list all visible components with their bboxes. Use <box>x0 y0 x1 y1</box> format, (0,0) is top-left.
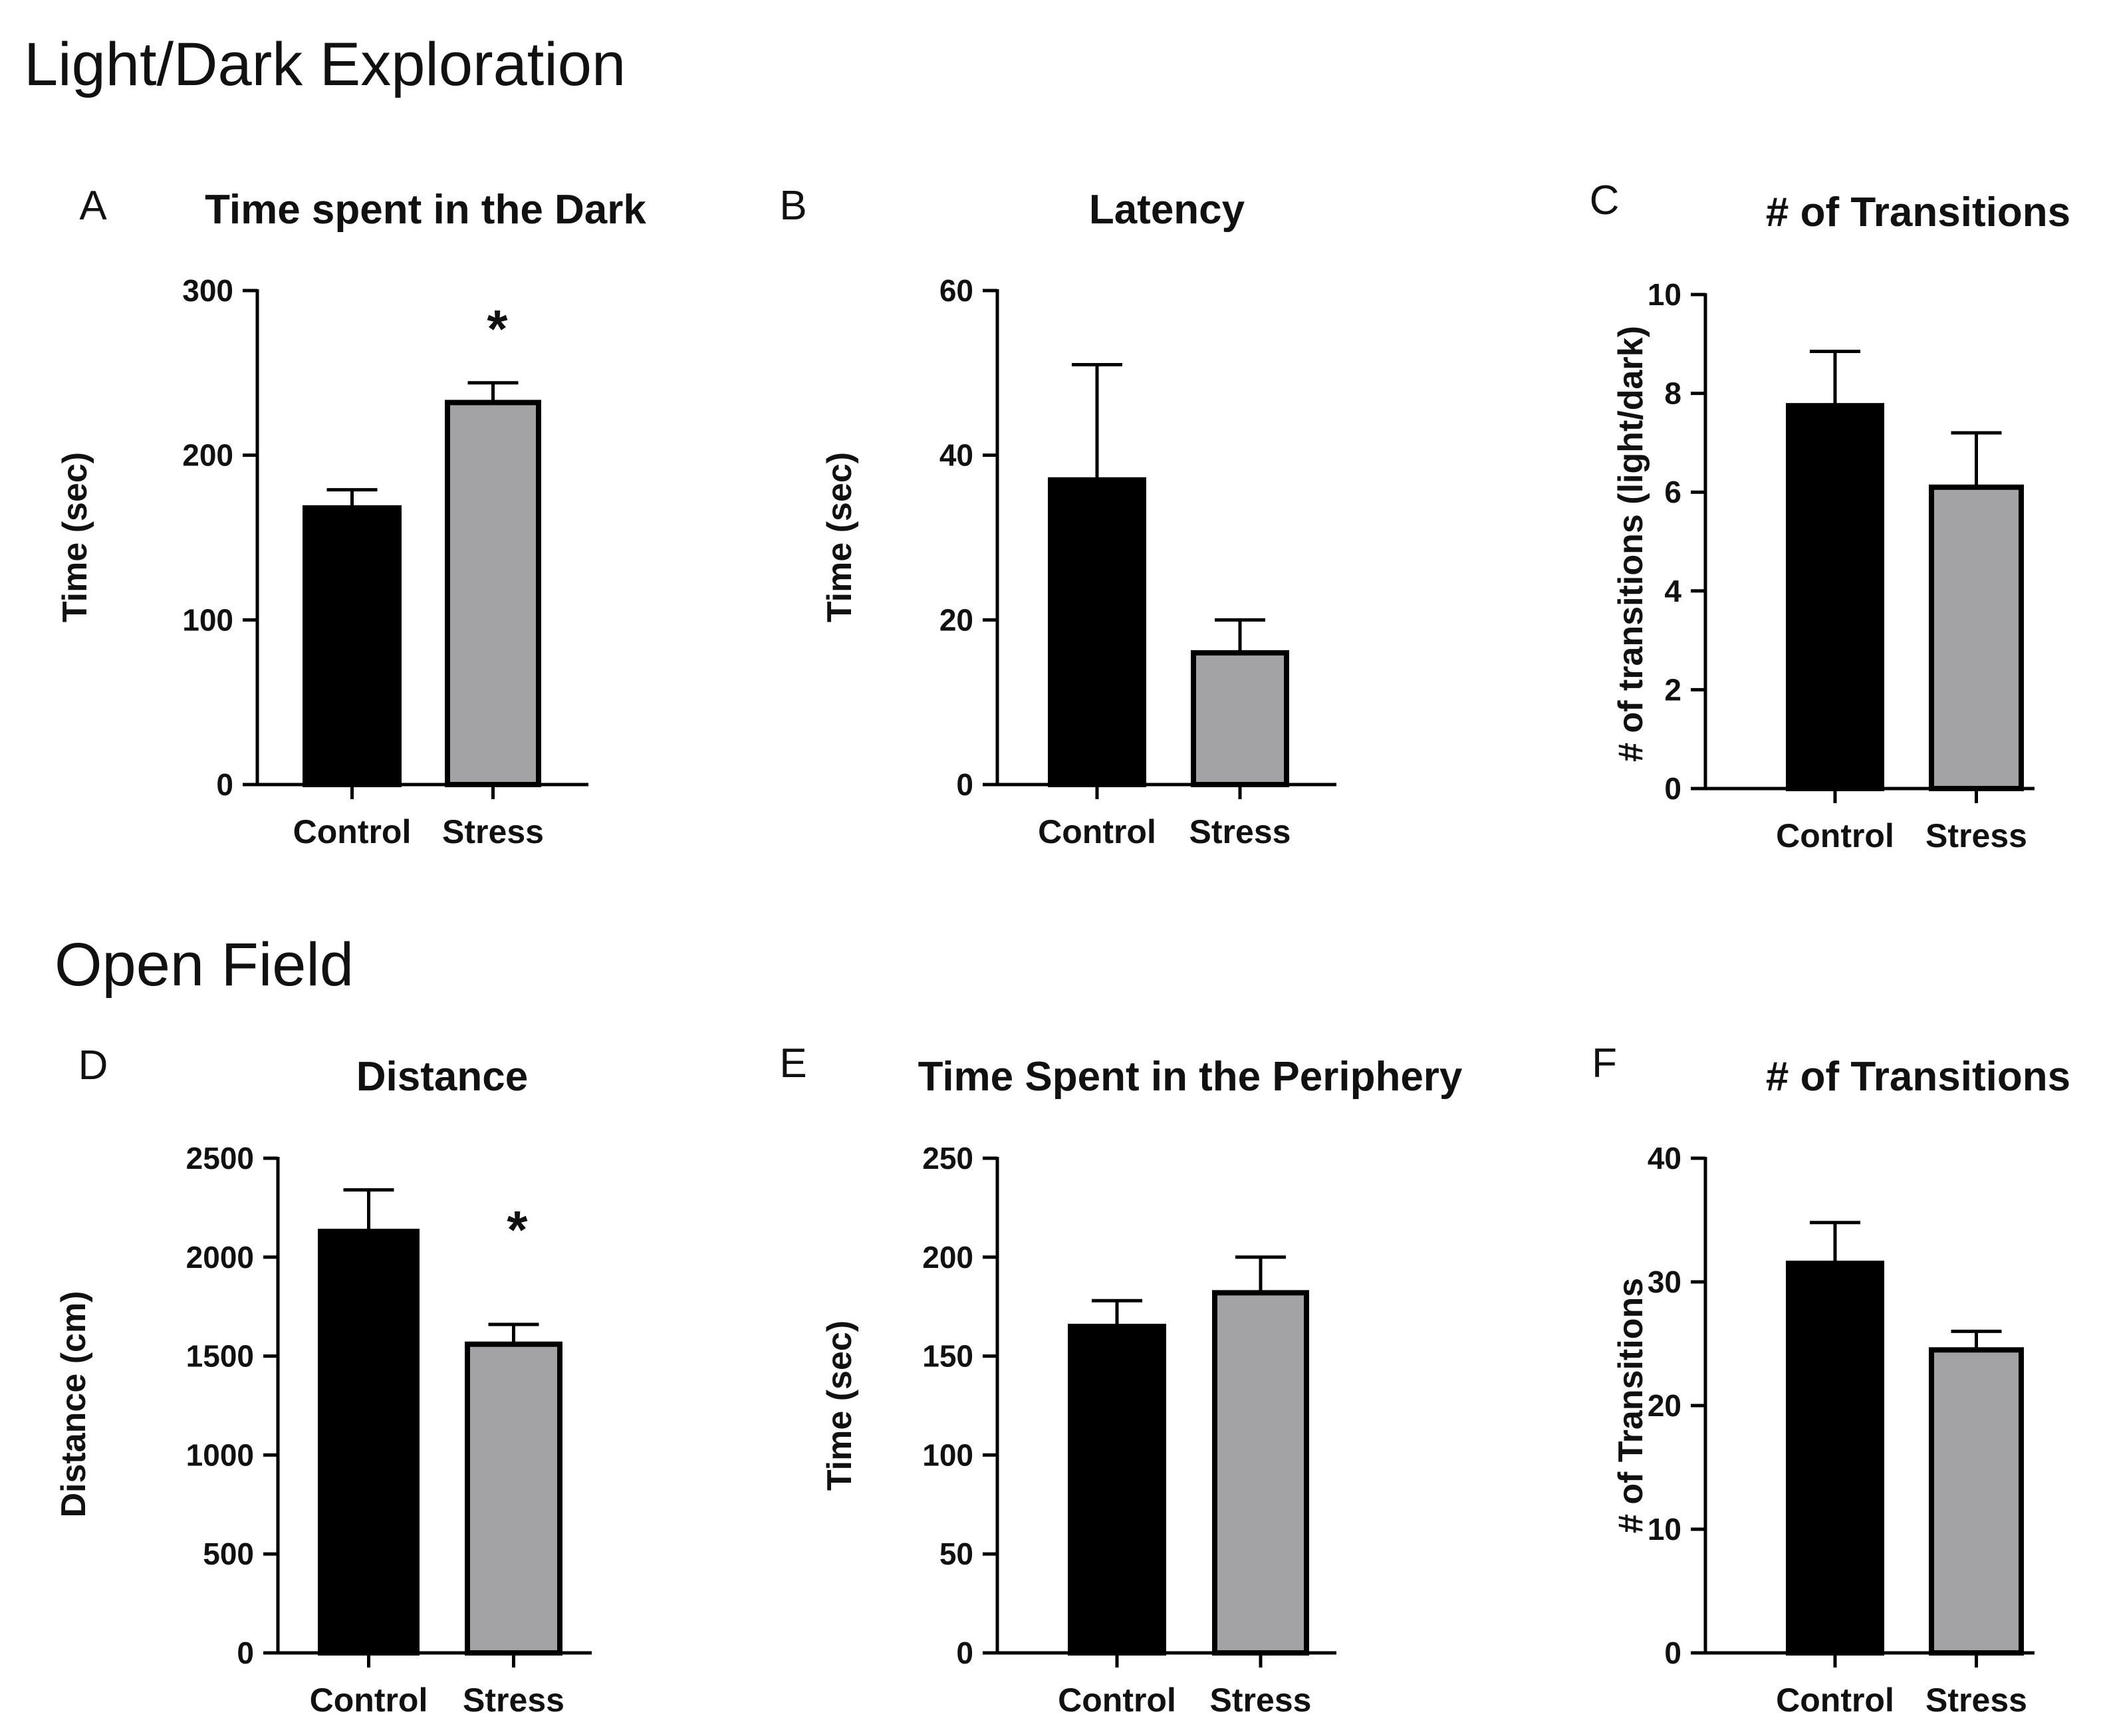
y-tick-label-f-30: 30 <box>1648 1265 1681 1299</box>
significance-star-d: * <box>507 1200 528 1259</box>
panel-letter-c: C <box>1590 178 1620 223</box>
x-tick-label-b-stress: Stress <box>1189 813 1291 850</box>
y-tick-label-e-0: 0 <box>956 1636 973 1670</box>
panel-letter-f: F <box>1592 1041 1617 1086</box>
bar-f-stress <box>1929 1347 2024 1656</box>
y-tick-label-c-0: 0 <box>1664 771 1681 806</box>
y-tick-label-a-200: 200 <box>182 438 233 473</box>
panel-title-d: Distance <box>356 1054 528 1100</box>
panel-title-b: Latency <box>1089 187 1245 233</box>
y-axis-label-d: Distance (cm) <box>55 1291 93 1518</box>
x-tick-label-f-stress: Stress <box>1925 1681 2027 1719</box>
x-tick-label-b-control: Control <box>1038 813 1156 850</box>
section-title-light-dark: Light/Dark Exploration <box>24 31 626 98</box>
panel-a: A Time spent in the Dark Time (sec) Control… <box>56 183 646 850</box>
y-tick-label-f-20: 20 <box>1648 1388 1681 1423</box>
y-tick-label-d-1500: 1500 <box>186 1339 254 1374</box>
panel-letter-a: A <box>79 183 107 229</box>
panel-title-f: # of Transitions <box>1766 1054 2070 1100</box>
bar-b-control <box>1048 477 1146 787</box>
panel-letter-b: B <box>779 183 806 229</box>
y-tick-label-d-2500: 2500 <box>186 1141 254 1176</box>
y-axis-label-c: # of transitions (light/dark) <box>1612 326 1650 762</box>
y-tick-label-e-50: 50 <box>939 1537 973 1571</box>
bar-e-stress <box>1212 1290 1309 1656</box>
bar-a-control <box>303 505 402 787</box>
y-tick-label-e-200: 200 <box>922 1240 973 1275</box>
y-tick-label-b-20: 20 <box>939 602 973 637</box>
y-tick-label-d-1000: 1000 <box>186 1437 254 1472</box>
x-tick-label-c-control: Control <box>1776 817 1894 854</box>
bar-f-control <box>1786 1261 1884 1656</box>
y-tick-label-c-4: 4 <box>1664 574 1681 608</box>
x-tick-label-e-control: Control <box>1058 1681 1176 1719</box>
bar-c-control <box>1786 403 1884 791</box>
y-tick-label-c-6: 6 <box>1664 475 1681 509</box>
y-axis-label-a: Time (sec) <box>56 452 94 622</box>
panel-title-a: Time spent in the Dark <box>205 187 646 233</box>
y-tick-label-c-10: 10 <box>1648 277 1681 312</box>
section-title-open-field: Open Field <box>55 931 354 999</box>
y-tick-label-e-250: 250 <box>922 1141 973 1176</box>
panel-b: B Latency Time (sec) Control Stress 0 20 40 60 <box>779 183 1336 850</box>
x-tick-label-a-stress: Stress <box>442 813 544 850</box>
y-axis-label-b: Time (sec) <box>820 452 859 622</box>
chart-panels: A Time spent in the Dark Time (sec) Control… <box>55 178 2070 1719</box>
panel-title-c: # of Transitions <box>1766 189 2070 235</box>
significance-star-a: * <box>487 299 508 358</box>
x-tick-label-d-stress: Stress <box>463 1681 564 1719</box>
y-axis-label-e: Time (sec) <box>820 1320 859 1491</box>
y-tick-label-b-60: 60 <box>939 273 973 308</box>
x-tick-label-c-stress: Stress <box>1925 817 2027 854</box>
x-tick-label-d-control: Control <box>310 1681 428 1719</box>
x-tick-label-a-control: Control <box>293 813 412 850</box>
panel-title-e: Time Spent in the Periphery <box>918 1054 1463 1100</box>
bar-d-control <box>318 1229 420 1656</box>
bar-b-stress <box>1191 650 1289 787</box>
y-tick-label-d-2000: 2000 <box>186 1240 254 1275</box>
panel-d: D Distance Distance (cm) Control Stress * 0 500… <box>55 1043 592 1719</box>
y-tick-label-d-0: 0 <box>237 1636 254 1670</box>
bar-a-stress <box>445 400 541 787</box>
y-tick-label-b-40: 40 <box>939 438 973 473</box>
bar-e-control <box>1068 1323 1166 1656</box>
y-axis-label-f: # of Transitions <box>1612 1278 1650 1533</box>
y-tick-label-a-300: 300 <box>182 273 233 308</box>
panel-e: E Time Spent in the Periphery Time (sec) Co… <box>779 1041 1463 1719</box>
y-tick-label-f-0: 0 <box>1664 1636 1681 1670</box>
y-tick-label-e-100: 100 <box>922 1437 973 1472</box>
bar-c-stress <box>1929 484 2024 792</box>
y-tick-label-f-40: 40 <box>1648 1141 1681 1176</box>
bar-d-stress <box>465 1341 562 1656</box>
panel-f: F # of Transitions # of Transitions Control… <box>1592 1041 2070 1719</box>
y-tick-label-c-8: 8 <box>1664 376 1681 411</box>
panel-letter-e: E <box>779 1041 806 1086</box>
y-tick-label-c-2: 2 <box>1664 672 1681 707</box>
panel-c: C # of Transitions # of transitions (light… <box>1590 178 2070 854</box>
y-tick-label-d-500: 500 <box>203 1537 254 1571</box>
y-tick-label-e-150: 150 <box>922 1339 973 1374</box>
panel-letter-d: D <box>78 1043 108 1088</box>
y-tick-label-f-10: 10 <box>1648 1512 1681 1547</box>
x-tick-label-f-control: Control <box>1776 1681 1894 1719</box>
y-tick-label-b-0: 0 <box>956 767 973 802</box>
x-tick-label-e-stress: Stress <box>1210 1681 1312 1719</box>
y-tick-label-a-100: 100 <box>182 602 233 637</box>
y-tick-label-a-0: 0 <box>216 767 233 802</box>
